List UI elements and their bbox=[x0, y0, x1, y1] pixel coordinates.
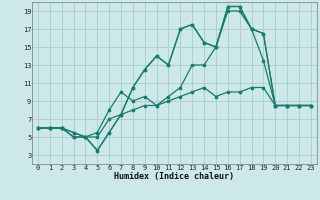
X-axis label: Humidex (Indice chaleur): Humidex (Indice chaleur) bbox=[115, 172, 234, 181]
